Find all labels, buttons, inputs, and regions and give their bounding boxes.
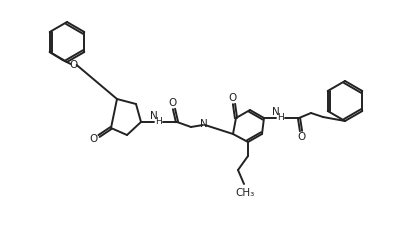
Text: H: H [155,118,162,127]
Text: H: H [277,113,284,122]
Text: O: O [169,98,177,108]
Text: N: N [271,107,279,117]
Text: O: O [90,134,98,144]
Text: O: O [69,60,78,70]
Text: O: O [297,132,305,142]
Text: CH₃: CH₃ [235,188,254,198]
Text: O: O [228,93,237,103]
Text: N: N [150,111,157,121]
Text: N: N [199,119,207,129]
